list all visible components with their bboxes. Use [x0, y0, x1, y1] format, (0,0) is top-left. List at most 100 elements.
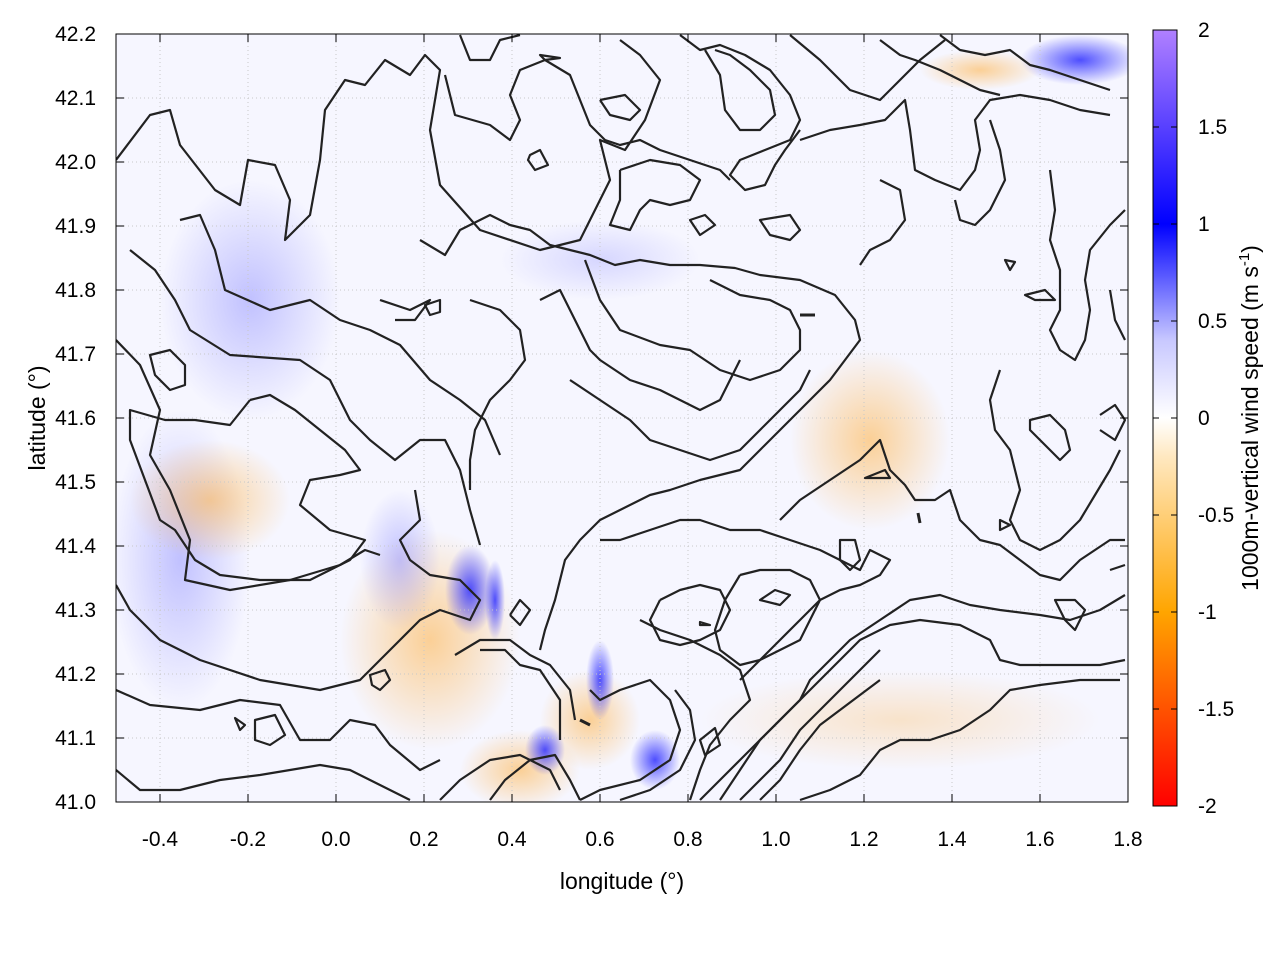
y-tick-label: 42.2: [55, 23, 96, 46]
contour-line: [539, 288, 741, 412]
contour-line: [619, 689, 697, 802]
contour-line: [509, 598, 532, 627]
contour-line: [799, 93, 1111, 192]
colorbar-tick-label: 1.5: [1198, 116, 1227, 139]
contour-line: [679, 34, 802, 192]
y-tick-label: 41.4: [55, 535, 96, 558]
contour-line: [423, 298, 442, 317]
x-tick-label: -0.2: [230, 828, 266, 851]
y-tick-label: 42.0: [55, 151, 96, 174]
contour-line: [838, 538, 862, 572]
contour-line: [688, 213, 717, 237]
y-tick-label: 42.1: [55, 87, 96, 110]
contour-line: [698, 726, 722, 757]
contour-line: [698, 620, 712, 627]
contour-line: [419, 213, 862, 651]
contour-line: [916, 512, 922, 524]
x-tick-label: 0.6: [585, 828, 614, 851]
contour-line: [233, 716, 247, 732]
contour-line: [1109, 563, 1126, 572]
y-tick-label: 41.1: [55, 727, 96, 750]
x-tick-label: -0.4: [142, 828, 179, 851]
contour-line: [579, 718, 591, 727]
contour-line: [1023, 288, 1057, 302]
contour-line: [600, 518, 892, 681]
contour-line: [1108, 289, 1126, 341]
x-tick-label: 1.6: [1025, 828, 1054, 851]
x-tick-label: 0.4: [497, 828, 527, 851]
colorbar-tick-label: 0: [1198, 407, 1210, 430]
contour-line: [148, 348, 187, 392]
contour-line: [128, 393, 367, 582]
contour-line: [458, 34, 521, 62]
colorbar-axis: -2 -1.5 -1 -0.5 0 0.5 1 1.5 2: [1153, 19, 1234, 818]
contour-line: [583, 259, 802, 382]
contour-line: [526, 148, 550, 172]
colorbar-tick-label: -0.5: [1198, 504, 1234, 527]
x-tick-label: 0.2: [409, 828, 438, 851]
colorbar-tick-label: 2: [1198, 19, 1210, 42]
contour-line: [569, 369, 811, 462]
contour-line: [368, 668, 392, 692]
contour-line: [739, 649, 881, 801]
contour-line: [579, 678, 682, 801]
x-axis-title: longitude (°): [560, 868, 684, 894]
colorbar-tick-label: -2: [1198, 795, 1217, 818]
contour-line: [116, 688, 441, 772]
contour-line: [699, 618, 1126, 801]
x-tick-label: 1.2: [849, 828, 878, 851]
contour-line: [179, 213, 502, 456]
contour-line: [859, 179, 907, 266]
contour-line: [998, 518, 1012, 532]
contour-line: [1099, 403, 1127, 442]
contour-line: [538, 53, 562, 62]
colorbar-tick-label: 1: [1198, 213, 1210, 236]
y-tick-label: 41.8: [55, 279, 96, 302]
x-tick-label: 0.8: [673, 828, 702, 851]
contour-line: [863, 468, 892, 480]
contour-line: [758, 588, 792, 607]
x-tick-label: 1.0: [761, 828, 790, 851]
y-tick-label: 41.3: [55, 599, 96, 622]
contour-line: [253, 713, 287, 747]
contour-line: [779, 438, 1125, 582]
contour-line: [608, 158, 702, 232]
contour-line: [1003, 258, 1017, 272]
x-tick-label: 0.0: [321, 828, 350, 851]
contour-line: [648, 583, 732, 647]
y-tick-label: 41.9: [55, 215, 96, 238]
y-tick-label: 41.0: [55, 791, 96, 814]
contour-line: [639, 619, 752, 801]
colorbar-title-sup: -1: [1236, 253, 1253, 266]
contour-line: [713, 568, 822, 667]
contour-line: [116, 39, 662, 252]
contour-line: [1053, 598, 1087, 632]
contour-line: [1028, 413, 1072, 462]
y-axis-title: latitude (°): [24, 365, 50, 470]
contour-line: [1048, 169, 1126, 362]
y-tick-label: 41.5: [55, 471, 96, 494]
contour-line: [939, 34, 1111, 92]
contour-line: [129, 249, 482, 546]
y-axis: 41.0 41.1 41.2 41.3 41.4 41.5 41.6 41.7 41.8 41.9…: [55, 23, 1128, 814]
x-tick-label: 1.4: [937, 828, 967, 851]
contour-line: [879, 39, 1001, 97]
colorbar-tick-label: 0.5: [1198, 310, 1227, 333]
y-tick-label: 41.7: [55, 343, 96, 366]
contour-line: [116, 489, 482, 692]
x-axis: -0.4 -0.2 0.0 0.2 0.4 0.6 0.8 1.0 1.2 1.4 1.6 1.8: [142, 34, 1143, 851]
colorbar-title-end: ): [1237, 245, 1263, 253]
y-tick-label: 41.2: [55, 663, 96, 686]
y-tick-label: 41.6: [55, 407, 96, 430]
contour-line: [116, 763, 411, 801]
colorbar-title: 1000m-vertical wind speed (m s-1): [1236, 245, 1263, 591]
terrain-contours: [116, 34, 1127, 802]
contour-line: [759, 679, 881, 801]
contour-line: [480, 648, 562, 740]
contour-line: [439, 753, 561, 801]
contour-line: [599, 93, 642, 122]
contour-line: [789, 34, 946, 102]
contour-line: [489, 753, 581, 801]
contour-line: [379, 298, 432, 322]
